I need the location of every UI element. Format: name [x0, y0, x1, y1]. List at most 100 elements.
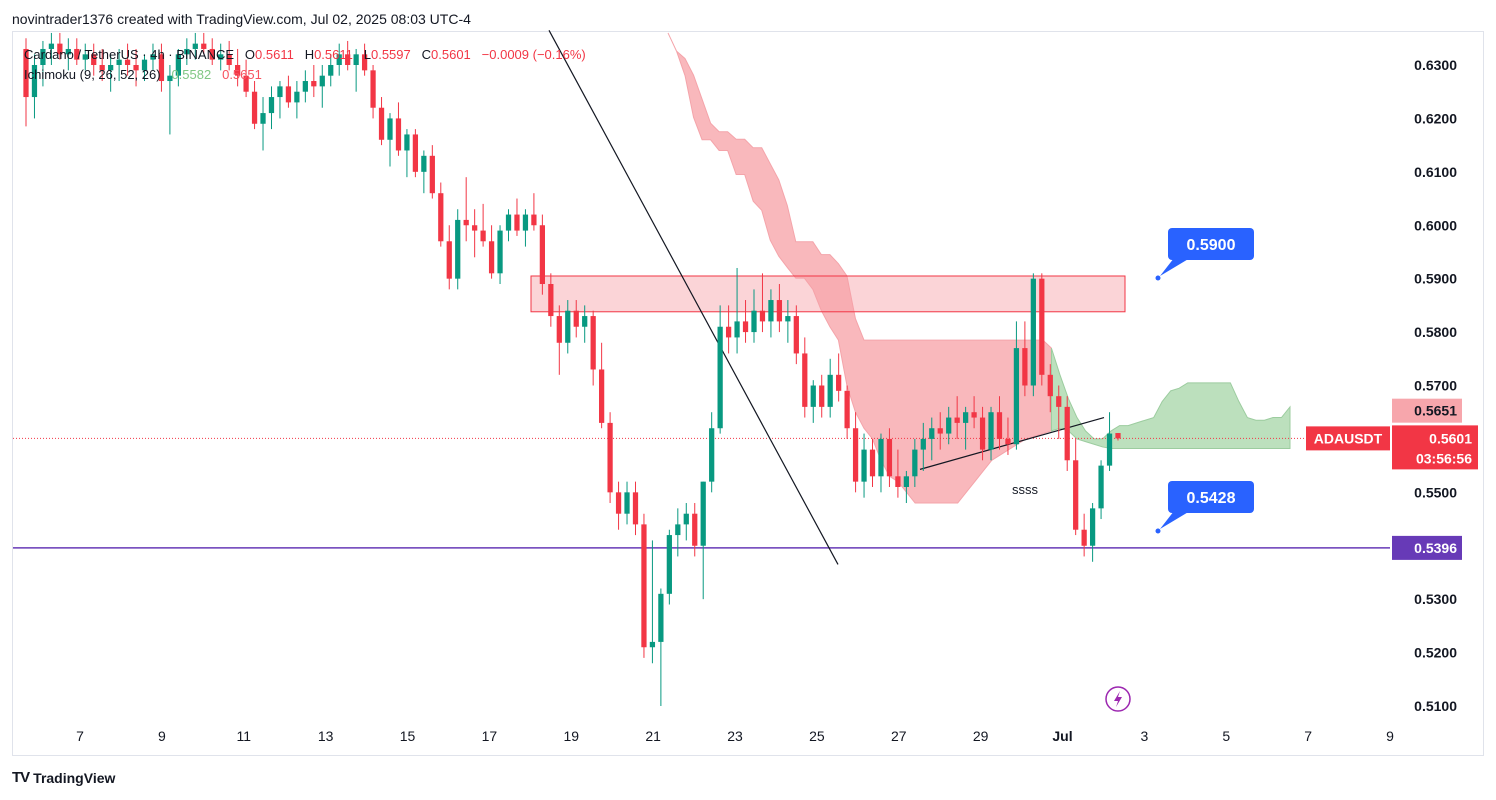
candle[interactable]: [1013, 321, 1020, 450]
candle[interactable]: [658, 588, 664, 706]
annotation-text[interactable]: ssss: [1012, 482, 1039, 497]
candle[interactable]: [429, 145, 435, 199]
candle[interactable]: [963, 406, 969, 450]
candle[interactable]: [404, 129, 410, 178]
candle[interactable]: [91, 43, 97, 76]
candle[interactable]: [615, 481, 622, 530]
candle[interactable]: [167, 65, 173, 135]
candle[interactable]: [725, 305, 732, 354]
candle[interactable]: [209, 38, 215, 65]
candle[interactable]: [277, 81, 283, 119]
candle[interactable]: [522, 209, 529, 247]
candle[interactable]: [150, 43, 156, 71]
candle[interactable]: [692, 503, 698, 557]
candle[interactable]: [65, 38, 71, 71]
candle[interactable]: [827, 358, 833, 418]
candle[interactable]: [937, 412, 943, 450]
candle[interactable]: [294, 81, 300, 119]
candle[interactable]: [548, 273, 554, 327]
candle[interactable]: [954, 396, 960, 439]
candle[interactable]: [370, 65, 376, 119]
candle[interactable]: [108, 54, 114, 92]
candle[interactable]: [590, 310, 596, 386]
resistance-zone-box[interactable]: [530, 275, 1126, 313]
candle[interactable]: [395, 102, 402, 156]
candle[interactable]: [929, 417, 935, 461]
candle[interactable]: [438, 182, 444, 247]
candle[interactable]: [192, 32, 198, 60]
candle[interactable]: [463, 177, 469, 242]
candle[interactable]: [599, 342, 605, 429]
candle[interactable]: [328, 54, 334, 87]
price-callout[interactable]: 0.5900: [1155, 228, 1255, 281]
candle[interactable]: [852, 412, 859, 493]
candle[interactable]: [505, 209, 512, 242]
candle[interactable]: [649, 540, 656, 664]
tradingview-brand[interactable]: TV TradingView: [12, 769, 115, 786]
price-callout[interactable]: 0.5428: [1155, 481, 1255, 534]
candle[interactable]: [759, 273, 766, 333]
candle[interactable]: [836, 353, 842, 402]
candle[interactable]: [319, 65, 325, 108]
candle[interactable]: [412, 129, 419, 178]
candle[interactable]: [751, 289, 757, 343]
last-price-tag[interactable]: 0.5601 03:56:56 ADAUSDT: [1306, 425, 1478, 470]
candle[interactable]: [582, 305, 588, 343]
candle[interactable]: [912, 438, 918, 487]
candle[interactable]: [666, 529, 672, 605]
legend-indicator[interactable]: Ichimoku (9, 26, 52, 26): [24, 67, 161, 82]
candle[interactable]: [488, 225, 495, 279]
candle[interactable]: [82, 43, 88, 71]
candle[interactable]: [345, 40, 351, 71]
descending-trendline[interactable]: [548, 29, 839, 565]
candle[interactable]: [861, 433, 867, 498]
candle[interactable]: [675, 508, 681, 557]
candle[interactable]: [1022, 321, 1028, 397]
candle[interactable]: [709, 412, 715, 493]
candle[interactable]: [57, 32, 63, 60]
legend-symbol[interactable]: Cardano / TetherUS · 4h · BINANCE: [24, 47, 235, 62]
candle[interactable]: [285, 75, 292, 108]
candle[interactable]: [903, 470, 909, 504]
candle[interactable]: [683, 503, 689, 541]
candle[interactable]: [844, 385, 850, 439]
candle[interactable]: [302, 70, 308, 103]
candle[interactable]: [141, 54, 148, 82]
candle[interactable]: [184, 38, 190, 65]
candle[interactable]: [700, 481, 706, 600]
candle[interactable]: [472, 209, 478, 258]
rising-trendline[interactable]: [919, 416, 1105, 470]
candle[interactable]: [1056, 385, 1062, 439]
candle[interactable]: [218, 43, 224, 71]
candle[interactable]: [201, 32, 207, 55]
candle[interactable]: [996, 396, 1003, 450]
candle[interactable]: [1005, 417, 1011, 455]
candle[interactable]: [785, 300, 791, 343]
candle[interactable]: [573, 300, 579, 338]
candle[interactable]: [641, 513, 647, 658]
candle[interactable]: [531, 193, 537, 231]
candle[interactable]: [353, 48, 359, 92]
candle[interactable]: [802, 337, 808, 418]
candle[interactable]: [565, 300, 571, 354]
candle[interactable]: [946, 406, 952, 445]
candle[interactable]: [455, 209, 461, 290]
candle[interactable]: [776, 284, 783, 333]
candle[interactable]: [31, 54, 38, 119]
candle[interactable]: [514, 198, 520, 236]
candle[interactable]: [810, 380, 816, 423]
candle[interactable]: [734, 267, 740, 354]
candle[interactable]: [556, 305, 562, 375]
candle[interactable]: [251, 81, 258, 130]
candle[interactable]: [446, 225, 452, 290]
candle[interactable]: [124, 43, 131, 76]
candle[interactable]: [1064, 396, 1070, 471]
candle[interactable]: [920, 422, 926, 471]
candle[interactable]: [742, 300, 749, 343]
candle[interactable]: [1106, 412, 1113, 471]
candle[interactable]: [1115, 433, 1121, 441]
candle[interactable]: [624, 481, 630, 525]
candle[interactable]: [99, 48, 105, 82]
candle[interactable]: [336, 43, 342, 76]
